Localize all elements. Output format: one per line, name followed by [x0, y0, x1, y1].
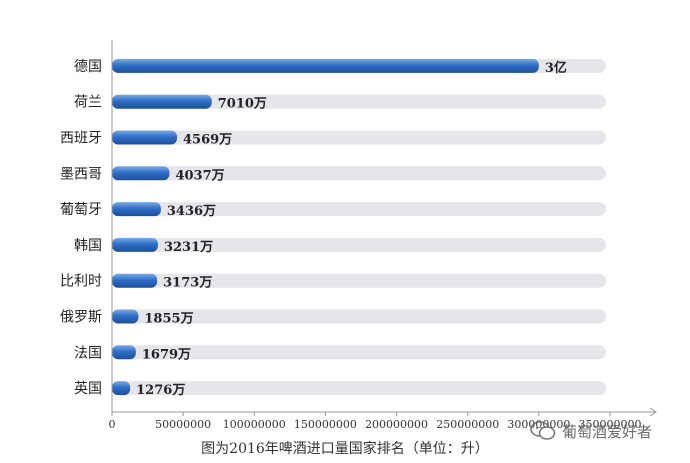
bar: [112, 166, 170, 181]
bar-track: [112, 381, 606, 396]
x-tick-label: 200000000: [365, 418, 428, 431]
data-label: 4037万: [175, 168, 224, 183]
bar-track: [112, 309, 606, 324]
bar: [112, 202, 161, 217]
x-tick-label: 100000000: [223, 418, 286, 431]
data-label: 3231万: [164, 240, 213, 255]
bar: [112, 58, 539, 73]
bar: [112, 345, 136, 360]
data-label: 1855万: [144, 312, 193, 327]
bar-track: [112, 166, 606, 181]
bar: [112, 94, 212, 109]
bar-track: [112, 94, 606, 109]
bar: [112, 130, 178, 145]
data-label: 1276万: [136, 383, 185, 398]
category-label: 德国: [74, 59, 102, 75]
x-tick-label: 300000000: [507, 418, 570, 431]
bar: [112, 273, 158, 288]
x-tick-label: 350000000: [579, 418, 642, 431]
x-tick-label: 150000000: [294, 418, 357, 431]
x-tick-label: 0: [109, 418, 116, 431]
category-label: 比利时: [60, 274, 102, 290]
data-label: 3亿: [545, 60, 567, 76]
watermark-text: 葡萄酒爱好者: [562, 422, 653, 441]
category-label: 西班牙: [60, 131, 102, 147]
category-label: 英国: [74, 380, 102, 397]
category-label: 俄罗斯: [60, 310, 102, 326]
category-label: 葡萄牙: [60, 202, 102, 218]
category-label: 法国: [74, 345, 102, 361]
category-label: 墨西哥: [60, 166, 102, 182]
watermark: 葡萄酒爱好者: [530, 420, 652, 442]
x-axis-arrow: [649, 407, 657, 417]
bar: [112, 381, 131, 396]
data-label: 7010万: [218, 97, 267, 112]
bar-track: [112, 273, 606, 288]
bar-track: [112, 345, 606, 360]
bar: [112, 309, 139, 324]
wechat-icon: [530, 421, 556, 440]
bar-track: [112, 130, 606, 145]
x-tick-label: 250000000: [436, 418, 499, 431]
data-label: 3173万: [163, 276, 212, 291]
data-label: 3436万: [167, 204, 216, 219]
bar: [112, 237, 158, 252]
category-label: 韩国: [74, 238, 102, 254]
data-label: 1679万: [142, 347, 191, 362]
data-label: 4569万: [183, 133, 232, 148]
bar-track: [112, 237, 606, 252]
x-tick-label: 50000000: [155, 418, 211, 431]
chart-caption: 图为2016年啤酒进口量国家排名（单位：升）: [201, 441, 489, 457]
category-label: 荷兰: [74, 95, 102, 111]
bar-track: [112, 202, 606, 217]
